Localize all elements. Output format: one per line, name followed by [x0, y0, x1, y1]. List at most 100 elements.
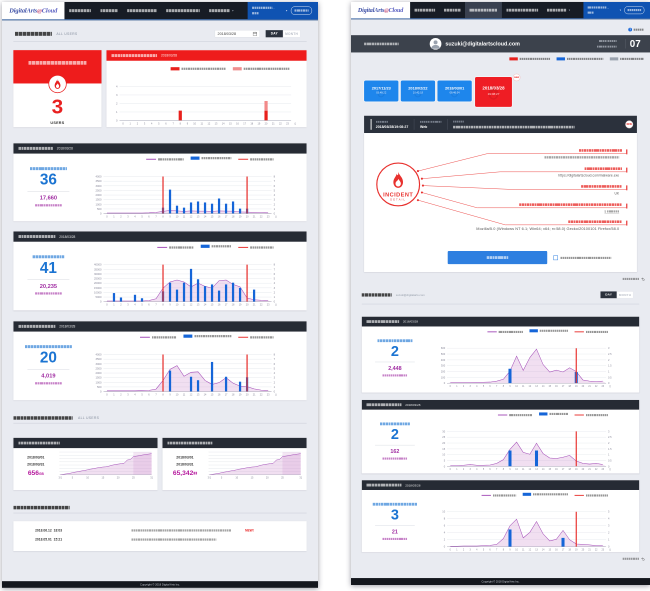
svg-text:5: 5 [141, 216, 143, 219]
svg-text:16: 16 [218, 304, 221, 307]
svg-text:20: 20 [582, 469, 585, 471]
svg-text:9: 9 [509, 549, 511, 551]
svg-text:22: 22 [595, 549, 598, 551]
svg-text:12: 12 [529, 549, 532, 551]
svg-text:8: 8 [274, 175, 276, 179]
svg-text:16: 16 [236, 123, 239, 126]
svg-text:6: 6 [165, 123, 167, 126]
svg-text:17: 17 [225, 216, 228, 219]
svg-text:14: 14 [542, 549, 545, 551]
svg-text:0: 0 [106, 216, 108, 219]
svg-text:18: 18 [232, 216, 235, 219]
svg-text:4000: 4000 [95, 353, 102, 357]
svg-text:(): () [609, 469, 611, 471]
svg-text:22: 22 [260, 394, 263, 397]
svg-text:0: 0 [608, 381, 610, 385]
svg-text:18: 18 [250, 123, 253, 126]
svg-text:17: 17 [562, 549, 565, 551]
svg-text:3: 3 [608, 346, 610, 350]
svg-text:3: 3 [127, 304, 129, 307]
svg-text:5: 5 [221, 477, 223, 480]
svg-text:1: 1 [274, 385, 276, 389]
svg-text:0: 0 [444, 464, 446, 468]
svg-text:5: 5 [158, 123, 160, 126]
svg-text:0: 0 [106, 304, 108, 307]
svg-text:0.5: 0.5 [608, 458, 612, 462]
svg-text:0.5: 0.5 [608, 375, 612, 379]
svg-text:15: 15 [548, 386, 551, 388]
svg-text:9: 9 [169, 304, 171, 307]
svg-text:16: 16 [218, 394, 221, 397]
svg-text:21: 21 [588, 469, 591, 471]
svg-text:100: 100 [441, 375, 446, 379]
svg-text:0: 0 [450, 386, 452, 388]
svg-text:7: 7 [496, 549, 498, 551]
svg-text:19: 19 [258, 123, 261, 126]
svg-text:10000: 10000 [94, 291, 102, 295]
svg-text:25000: 25000 [94, 277, 102, 281]
svg-text:500: 500 [441, 352, 446, 356]
svg-text:0: 0 [100, 300, 102, 304]
svg-text:8: 8 [274, 353, 276, 357]
svg-text:1: 1 [608, 453, 610, 457]
svg-text:4: 4 [476, 469, 478, 471]
svg-text:17: 17 [225, 394, 228, 397]
svg-text:2: 2 [120, 304, 122, 307]
svg-text:20: 20 [117, 477, 120, 480]
svg-text:13: 13 [535, 549, 538, 551]
svg-text:19: 19 [575, 469, 578, 471]
svg-text:5: 5 [483, 386, 485, 388]
svg-text:23: 23 [267, 394, 270, 397]
svg-text:1: 1 [274, 207, 276, 211]
svg-text:6: 6 [489, 386, 491, 388]
svg-text:15: 15 [102, 477, 105, 480]
svg-text:6: 6 [148, 304, 150, 307]
svg-text:20: 20 [266, 477, 269, 480]
svg-text:0: 0 [450, 549, 452, 551]
svg-text:22: 22 [279, 123, 282, 126]
svg-text:15000: 15000 [94, 286, 102, 290]
svg-text:0: 0 [116, 119, 118, 123]
svg-text:13: 13 [197, 216, 200, 219]
svg-text:9: 9 [169, 216, 171, 219]
svg-text:14: 14 [204, 304, 207, 307]
svg-text:8: 8 [162, 304, 164, 307]
svg-text:2: 2 [274, 380, 276, 384]
svg-text:(): () [609, 386, 611, 388]
svg-text:22: 22 [595, 469, 598, 471]
svg-text:0: 0 [608, 545, 610, 549]
svg-text:21: 21 [272, 123, 275, 126]
svg-text:4: 4 [151, 123, 153, 126]
svg-text:30: 30 [442, 429, 445, 433]
svg-text:8: 8 [503, 549, 505, 551]
svg-text:0: 0 [106, 394, 108, 397]
svg-text:(): () [609, 549, 611, 551]
svg-text:2: 2 [463, 469, 465, 471]
svg-text:5: 5 [483, 549, 485, 551]
svg-text:15: 15 [211, 304, 214, 307]
svg-text:15: 15 [211, 216, 214, 219]
svg-text:5: 5 [444, 458, 446, 462]
svg-text:0: 0 [450, 469, 452, 471]
svg-text:21: 21 [588, 386, 591, 388]
svg-text:6: 6 [274, 362, 276, 366]
svg-text:12: 12 [190, 394, 193, 397]
svg-text:4: 4 [444, 531, 446, 535]
svg-text:3: 3 [274, 286, 276, 290]
svg-text:3500: 3500 [95, 357, 102, 361]
svg-text:6: 6 [489, 469, 491, 471]
svg-text:31: 31 [299, 477, 302, 480]
svg-text:18: 18 [568, 549, 571, 551]
svg-text:3: 3 [608, 429, 610, 433]
svg-text:4: 4 [476, 549, 478, 551]
svg-text:1500: 1500 [95, 376, 102, 380]
svg-text:10: 10 [176, 216, 179, 219]
svg-text:3: 3 [127, 394, 129, 397]
svg-text:14: 14 [542, 386, 545, 388]
svg-text:23: 23 [601, 469, 604, 471]
svg-text:2500: 2500 [95, 188, 102, 192]
svg-text:4: 4 [134, 304, 136, 307]
svg-text:20: 20 [246, 394, 249, 397]
svg-text:5: 5 [274, 188, 276, 192]
svg-text:1500: 1500 [95, 198, 102, 202]
